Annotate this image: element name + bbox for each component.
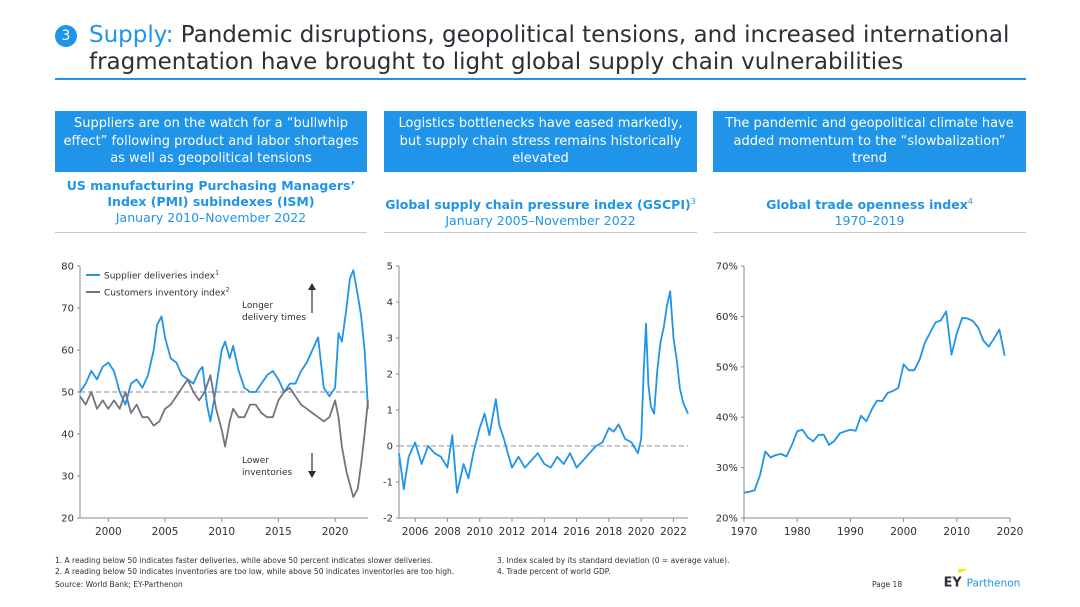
- legend-label: Supplier deliveries index1: [104, 269, 219, 282]
- trade-openness-chart: 70% 60% 50% 40% 30% 20%1970 1980 1990 2000 2010 20…: [716, 262, 1024, 539]
- x-tick-label: 2008: [434, 526, 461, 538]
- legend-label: Customers inventory index2: [104, 286, 230, 299]
- chart3-title: Global trade openness index: [766, 197, 968, 213]
- slide-title: Supply: Pandemic disruptions, geopolitic…: [89, 22, 1029, 76]
- annotation-up-line2: delivery times: [242, 313, 306, 323]
- ey-parthenon-logo: EY Parthenon: [944, 568, 1021, 590]
- y-tick-label: 5: [387, 262, 393, 273]
- legend-footnote-marker: 1: [215, 269, 219, 277]
- chart2-subtitle: January 2005–November 2022: [445, 213, 636, 229]
- y-tick-label: 30: [61, 472, 74, 483]
- y-tick-label: 4: [387, 298, 393, 309]
- x-tick-label: 1970: [731, 526, 758, 538]
- footnotes-left: 1. A reading below 50 indicates faster d…: [55, 555, 454, 577]
- pmi-chart: 80 70 60 50 40 30 20 2000 2005 2010 2015 2020 Suppli…: [61, 262, 369, 538]
- chart1-subtitle: January 2010–November 2022: [115, 210, 307, 225]
- panel-heading-2: Logistics bottlenecks have eased markedl…: [384, 111, 697, 172]
- panel-heading-1: Suppliers are on the watch for a “bullwh…: [55, 111, 367, 172]
- y-tick-label: 1: [387, 406, 393, 417]
- y-tick-label: 20%: [716, 514, 738, 525]
- y-tick-label: -2: [383, 514, 393, 525]
- annotation-down-line2: inventories: [242, 468, 293, 478]
- series-line-2: [79, 374, 369, 498]
- x-tick-label: 2000: [890, 526, 917, 538]
- annotation-up-line1: Longer: [242, 301, 273, 311]
- y-tick-label: 60: [61, 346, 74, 357]
- chart2-divider: [384, 232, 697, 233]
- x-tick-label: 2022: [660, 526, 687, 538]
- source-note: Source: World Bank; EY-Parthenon: [55, 580, 183, 589]
- chart3-divider: [713, 232, 1026, 233]
- x-tick-label: 2020: [997, 526, 1024, 538]
- y-tick-label: 80: [61, 262, 74, 273]
- y-tick-label: 20: [61, 514, 74, 525]
- x-tick-label: 2010: [943, 526, 970, 538]
- series-line-1: [743, 310, 1006, 494]
- y-tick-label: 70: [61, 304, 74, 315]
- x-tick-label: 2006: [402, 526, 429, 538]
- footnote-1: 1. A reading below 50 indicates faster d…: [55, 556, 434, 565]
- chart2-title: Global supply chain pressure index (GSCP…: [385, 197, 691, 213]
- x-tick-label: 2012: [499, 526, 526, 538]
- title-text: Pandemic disruptions, geopolitical tensi…: [89, 22, 1010, 75]
- section-number-badge: 3: [55, 25, 77, 47]
- y-tick-label: 60%: [716, 312, 738, 323]
- chart2-title-sup: 3: [690, 197, 696, 206]
- logo-mark: EY: [944, 575, 963, 590]
- y-tick-label: 40%: [716, 413, 738, 424]
- title-rule: [55, 78, 1026, 80]
- y-tick-label: 40: [61, 430, 74, 441]
- y-tick-label: 2: [387, 370, 393, 381]
- title-keyword: Supply:: [89, 22, 174, 48]
- x-tick-label: 2014: [531, 526, 558, 538]
- footnote-3: 3. Index scaled by its standard deviatio…: [497, 556, 730, 565]
- x-tick-label: 2020: [628, 526, 655, 538]
- footnote-4: 4. Trade percent of world GDP.: [497, 567, 611, 576]
- footnotes-right: 3. Index scaled by its standard deviatio…: [497, 555, 729, 577]
- footnote-2: 2. A reading below 50 indicates inventor…: [55, 567, 455, 576]
- y-tick-label: 70%: [716, 262, 738, 273]
- y-tick-label: 0: [387, 442, 393, 453]
- y-tick-label: 50%: [716, 362, 738, 373]
- logo-beam-icon: [958, 568, 968, 574]
- x-tick-label: 2000: [95, 526, 122, 538]
- x-tick-label: 2010: [208, 526, 235, 538]
- y-tick-label: 30%: [716, 463, 738, 474]
- up-arrow-icon: [308, 283, 316, 290]
- down-arrow-icon: [308, 471, 316, 478]
- page-number: Page 18: [872, 580, 903, 589]
- annotation-down-line1: Lower: [242, 456, 269, 466]
- chart1-title-block: US manufacturing Purchasing Managers’ In…: [55, 178, 367, 226]
- y-tick-label: -1: [383, 478, 393, 489]
- x-tick-label: 2005: [152, 526, 179, 538]
- chart1-title: US manufacturing Purchasing Managers’ In…: [66, 178, 356, 209]
- legend-footnote-marker: 2: [226, 286, 230, 294]
- y-tick-label: 3: [387, 334, 393, 345]
- chart3-title-block: Global trade openness index4 1970–2019: [713, 194, 1026, 229]
- x-tick-label: 2010: [466, 526, 493, 538]
- chart1-divider: [55, 232, 367, 233]
- x-tick-label: 1980: [784, 526, 811, 538]
- logo-name: Parthenon: [967, 577, 1021, 589]
- gscpi-chart: 5 4 3 2 1 0 -1 -2 2006 2008 2010 2012 2014 2016 2018 20…: [383, 262, 689, 538]
- panel-heading-3: The pandemic and geopolitical climate ha…: [713, 111, 1026, 172]
- series-line-1: [398, 290, 689, 494]
- x-tick-label: 2016: [563, 526, 590, 538]
- y-tick-label: 50: [61, 388, 74, 399]
- x-tick-label: 2015: [265, 526, 292, 538]
- chart3-title-sup: 4: [967, 197, 973, 206]
- series-line-1: [79, 269, 369, 423]
- chart3-subtitle: 1970–2019: [834, 213, 905, 229]
- chart2-title-block: Global supply chain pressure index (GSCP…: [384, 194, 697, 229]
- x-tick-label: 2020: [322, 526, 349, 538]
- x-tick-label: 2018: [596, 526, 623, 538]
- x-tick-label: 1990: [837, 526, 864, 538]
